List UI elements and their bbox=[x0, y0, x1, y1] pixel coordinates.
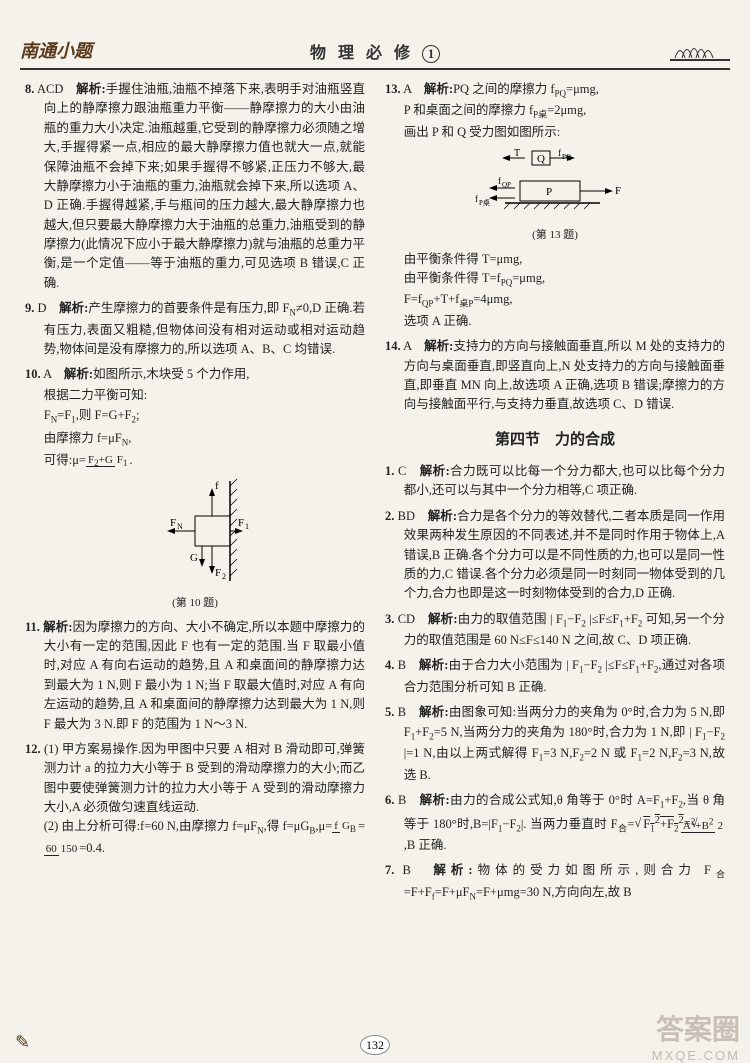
header-decoration bbox=[670, 33, 730, 68]
right-column: 13. A 解析:PQ 之间的摩擦力 fPQ=μmg, P 和桌面之间的摩擦力 … bbox=[385, 80, 725, 910]
svg-text:F: F bbox=[170, 517, 176, 529]
section-title: 第四节 力的合成 bbox=[385, 429, 725, 452]
svg-text:QP: QP bbox=[502, 181, 511, 189]
svg-text:Q: Q bbox=[537, 153, 545, 165]
svg-text:f: f bbox=[475, 194, 478, 204]
section-q5: 5. B 解析:由图象可知:当两分力的夹角为 0°时,合力为 5 N,即 F1+… bbox=[385, 703, 725, 785]
page-header: 南通小题 物 理 必 修 1 bbox=[20, 10, 730, 70]
svg-text:P桌: P桌 bbox=[479, 198, 490, 207]
watermark-text: 答案圈 bbox=[656, 1008, 740, 1048]
question-11: 11. 解析:因为摩擦力的方向、大小不确定,所以本题中摩擦力的大小有一定的范围,… bbox=[25, 618, 365, 734]
svg-text:N: N bbox=[177, 522, 183, 531]
pen-icon: ✎ bbox=[15, 1032, 30, 1053]
svg-text:f: f bbox=[558, 148, 561, 158]
question-10: 10. A 解析:如图所示,木块受 5 个力作用, 根据二力平衡可知: FN=F… bbox=[25, 365, 365, 611]
question-14: 14. A 解析:支持力的方向与接触面垂直,所以 M 处的支持力的方向与桌面垂直… bbox=[385, 337, 725, 415]
section-q3: 3. CD 解析:由力的取值范围 | F1−F2 |≤F≤F1+F2 可知,另一… bbox=[385, 610, 725, 651]
question-8: 8. ACD 解析:手握住油瓶,油瓶不掉落下来,表明手对油瓶竖直向上的静摩擦力跟… bbox=[25, 80, 365, 293]
section-q6: 6. B 解析:由力的合成公式知,θ 角等于 0°时 A=F1+F2,当 θ 角… bbox=[385, 791, 725, 855]
svg-text:T: T bbox=[514, 148, 520, 159]
question-12: 12. (1) 甲方案易操作.因为甲图中只要 A 相对 B 滑动即可,弹簧测力计… bbox=[25, 740, 365, 858]
section-q4: 4. B 解析:由于合力大小范围为 | F1−F2 |≤F≤F1+F2,通过对各… bbox=[385, 656, 725, 697]
section-q2: 2. BD 解析:合力是各个分力的等效替代,二者本质是同一作用效果两种发生原因的… bbox=[385, 507, 725, 604]
figure-q13: T Q fPQ fQP fP桌 P F bbox=[385, 148, 725, 243]
svg-text:F: F bbox=[238, 517, 244, 529]
svg-text:P: P bbox=[546, 186, 552, 198]
svg-text:F: F bbox=[615, 185, 621, 197]
left-column: 8. ACD 解析:手握住油瓶,油瓶不掉落下来,表明手对油瓶竖直向上的静摩擦力跟… bbox=[25, 80, 365, 910]
header-left-title: 南通小题 bbox=[20, 37, 92, 63]
page-number: 132 bbox=[360, 1035, 390, 1055]
question-9: 9. D 解析:产生摩擦力的首要条件是有压力,即 FN≠0,D 正确.若有压力,… bbox=[25, 299, 365, 359]
watermark-url: MXQE.COM bbox=[652, 1048, 740, 1063]
svg-text:1: 1 bbox=[245, 522, 249, 531]
svg-text:G: G bbox=[190, 552, 198, 564]
svg-text:2: 2 bbox=[222, 572, 226, 581]
svg-text:f: f bbox=[498, 176, 501, 186]
section-q7: 7. B 解析:物体的受力如图所示,则合力 F合=F+Ff=F+μFN=F+μm… bbox=[385, 861, 725, 904]
header-center-title: 物 理 必 修 1 bbox=[310, 39, 440, 63]
content-columns: 8. ACD 解析:手握住油瓶,油瓶不掉落下来,表明手对油瓶竖直向上的静摩擦力跟… bbox=[0, 70, 750, 910]
svg-text:F: F bbox=[215, 567, 221, 579]
question-13: 13. A 解析:PQ 之间的摩擦力 fPQ=μmg, P 和桌面之间的摩擦力 … bbox=[385, 80, 725, 331]
svg-text:PQ: PQ bbox=[562, 153, 571, 161]
figure-q10: f FN F1 G F2 (第 10 题) bbox=[25, 476, 365, 611]
svg-text:f: f bbox=[215, 480, 219, 492]
section-q1: 1. C 解析:合力既可以比每一个分力都大,也可以比每个分力都小,还可以与其中一… bbox=[385, 462, 725, 501]
